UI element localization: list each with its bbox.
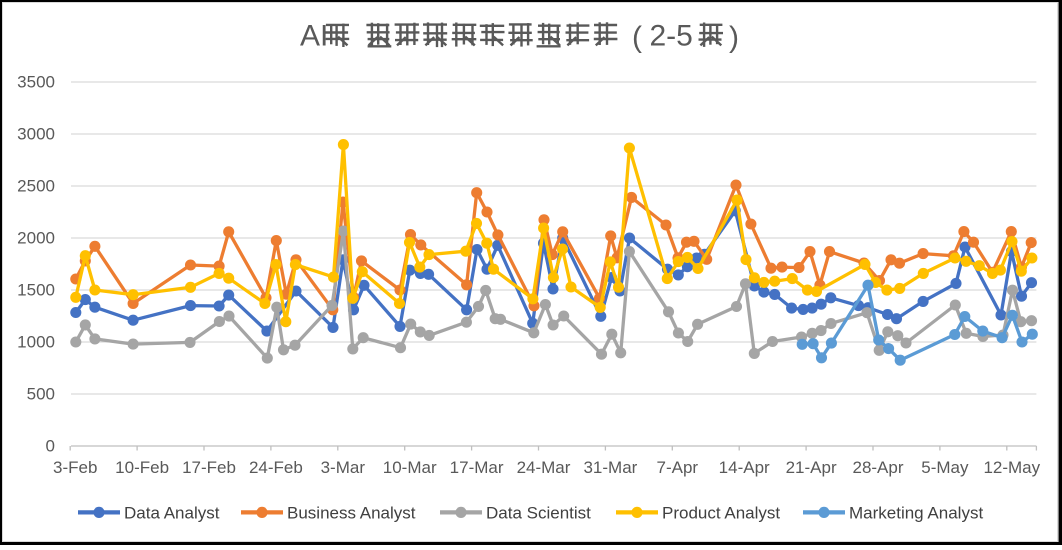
svg-text:24-Feb: 24-Feb (249, 458, 303, 477)
svg-text:Data Scientist: Data Scientist (486, 503, 591, 522)
svg-text:28-Apr: 28-Apr (852, 458, 903, 477)
svg-text:0: 0 (46, 437, 55, 456)
svg-text:Business Analyst: Business Analyst (287, 503, 416, 522)
svg-text:Data Analyst: Data Analyst (124, 503, 220, 522)
svg-text:12-May: 12-May (983, 458, 1040, 477)
svg-text:(: ( (632, 21, 642, 54)
svg-text:1000: 1000 (17, 333, 55, 352)
svg-text:10-Feb: 10-Feb (115, 458, 169, 477)
svg-text:17-Mar: 17-Mar (450, 458, 504, 477)
svg-text:3-Feb: 3-Feb (53, 458, 97, 477)
svg-text:3-Mar: 3-Mar (321, 458, 366, 477)
svg-text:2-5: 2-5 (650, 20, 693, 53)
svg-text:2000: 2000 (17, 229, 55, 248)
svg-text:3500: 3500 (17, 73, 55, 92)
svg-text:10-Mar: 10-Mar (383, 458, 437, 477)
svg-text:1500: 1500 (17, 281, 55, 300)
svg-text:31-Mar: 31-Mar (583, 458, 637, 477)
svg-text:7-Apr: 7-Apr (657, 458, 699, 477)
svg-text:Product Analyst: Product Analyst (662, 503, 780, 522)
svg-text:24-Mar: 24-Mar (517, 458, 571, 477)
svg-text:5-May: 5-May (921, 458, 969, 477)
svg-text:AI: AI (300, 20, 328, 53)
svg-text:2500: 2500 (17, 177, 55, 196)
svg-text:17-Feb: 17-Feb (182, 458, 236, 477)
svg-text:3000: 3000 (17, 125, 55, 144)
svg-text:21-Apr: 21-Apr (786, 458, 837, 477)
svg-text:Marketing Analyst: Marketing Analyst (849, 503, 983, 522)
svg-text:500: 500 (27, 385, 55, 404)
svg-text:14-Apr: 14-Apr (719, 458, 770, 477)
svg-text:): ) (729, 21, 739, 54)
